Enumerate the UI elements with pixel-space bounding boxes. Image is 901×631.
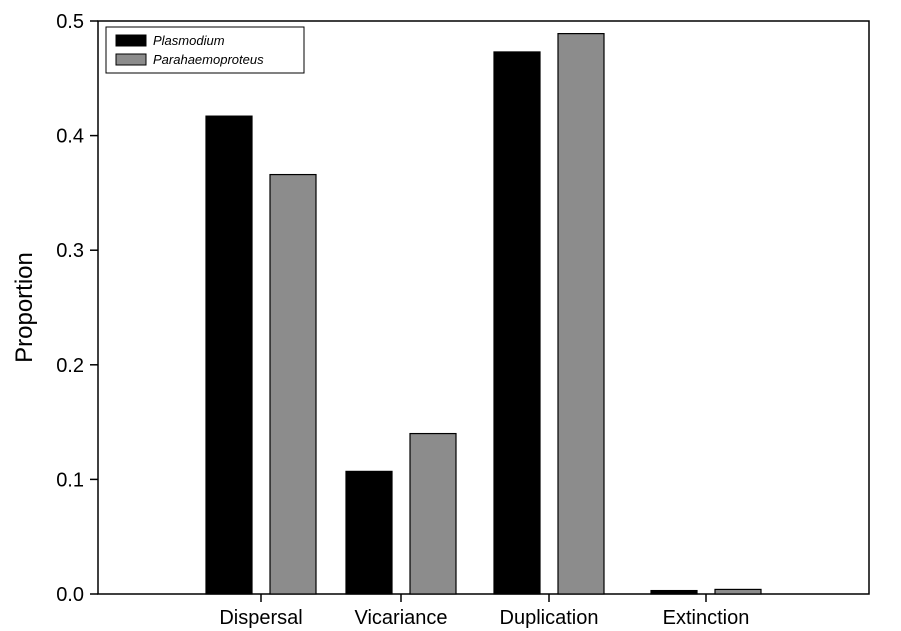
y-axis-title: Proportion xyxy=(11,252,38,363)
legend: Plasmodium Parahaemoproteus xyxy=(105,26,305,74)
legend-swatch xyxy=(115,53,147,66)
bar-plasmodium-vicariance xyxy=(345,470,393,595)
y-tick-label: 0.3 xyxy=(56,240,84,262)
legend-label: Plasmodium xyxy=(153,33,225,48)
y-axis: 0.0 0.1 0.2 0.3 0.4 0.5 xyxy=(56,11,98,606)
legend-label: Parahaemoproteus xyxy=(153,52,264,67)
y-tick-label: 0.0 xyxy=(56,584,84,606)
x-tick-label: Dispersal xyxy=(219,607,302,629)
bar-parahaemoproteus-duplication xyxy=(557,33,605,595)
legend-swatch xyxy=(115,34,147,47)
y-tick-label: 0.5 xyxy=(56,11,84,33)
y-tick-label: 0.4 xyxy=(56,126,84,148)
bar-parahaemoproteus-vicariance xyxy=(409,432,457,595)
bar-plasmodium-extinction xyxy=(650,589,698,595)
bar-plasmodium-dispersal xyxy=(205,115,253,595)
bar-parahaemoproteus-extinction xyxy=(714,588,762,595)
x-axis: Dispersal Vicariance Duplication Extinction xyxy=(219,594,749,629)
x-tick-label: Vicariance xyxy=(354,607,447,629)
plot-border xyxy=(97,20,870,595)
bar-parahaemoproteus-dispersal xyxy=(269,173,317,595)
x-tick-label: Duplication xyxy=(500,607,599,629)
plot-frame xyxy=(97,20,870,595)
bar-plasmodium-duplication xyxy=(493,51,541,595)
y-tick-label: 0.1 xyxy=(56,469,84,491)
bars xyxy=(205,33,762,595)
x-tick-label: Extinction xyxy=(663,607,750,629)
y-tick-label: 0.2 xyxy=(56,355,84,377)
